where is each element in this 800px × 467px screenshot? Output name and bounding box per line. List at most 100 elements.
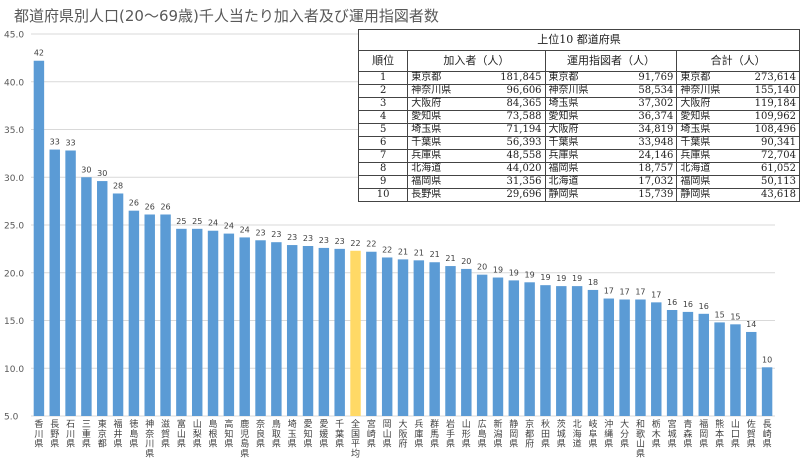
bar-value-label: 17 <box>651 290 661 299</box>
bar-value-label: 19 <box>493 266 503 275</box>
bar <box>97 181 108 416</box>
table-cell-b-val: 37,302 <box>610 97 678 111</box>
header-rank: 順位 <box>357 50 409 72</box>
y-tick-label: 20.0 <box>4 269 24 279</box>
x-category-label: 大分県 <box>620 418 629 450</box>
bar <box>223 233 235 416</box>
bar-value-label: 15 <box>715 310 725 319</box>
bar <box>445 266 456 416</box>
bar <box>571 286 583 416</box>
bar-value-label: 42 <box>34 49 44 58</box>
x-axis-category-labels: 香川県長野県石川県三重県東京都福井県徳島県神奈川県滋賀県富山県山梨県島根県高知県… <box>34 418 771 459</box>
table-cell-rank: 9 <box>357 175 409 189</box>
bar-value-label: 19 <box>525 270 535 279</box>
bar <box>49 149 60 416</box>
table-cell-b-val: 33,948 <box>610 136 678 150</box>
table-cell-a-name: 愛知県 <box>407 110 473 124</box>
bar <box>635 299 646 416</box>
bar-value-label: 23 <box>271 230 281 239</box>
bar <box>128 210 140 416</box>
table-cell-a-val: 56,393 <box>472 136 546 150</box>
x-category-label: 山形県 <box>462 419 471 450</box>
bar <box>191 228 203 416</box>
bar <box>746 331 757 416</box>
x-category-label: 千葉県 <box>335 419 344 450</box>
x-category-label: 香川県 <box>34 419 43 450</box>
table-cell-c-name: 兵庫県 <box>676 149 742 163</box>
x-category-label: 富山県 <box>177 418 186 450</box>
bar-value-label: 21 <box>430 250 440 259</box>
bar-value-label: 20 <box>477 263 487 272</box>
table-cell-a-name: 東京都 <box>407 71 473 85</box>
table-cell-b-val: 15,739 <box>610 188 678 202</box>
table-cell-b-name: 北海道 <box>544 175 611 189</box>
x-category-label: 和歌山県 <box>636 419 645 459</box>
bar <box>508 280 520 416</box>
x-category-label: 長野県 <box>50 419 59 450</box>
table-cell-rank: 8 <box>357 162 409 176</box>
table-cell-c-val: 43,618 <box>741 188 800 202</box>
bar-value-label: 24 <box>208 219 218 228</box>
x-category-label: 岡山県 <box>383 419 392 450</box>
bar-value-label: 26 <box>145 202 155 211</box>
y-tick-label: 10.0 <box>4 365 24 375</box>
bar-value-label: 16 <box>699 302 709 311</box>
bar-value-label: 28 <box>113 181 123 190</box>
table-cell-b-val: 58,534 <box>610 84 678 98</box>
table-cell-b-name: 静岡県 <box>544 188 611 202</box>
table-row: 2 神奈川県 96,606 神奈川県 58,534 神奈川県 155,140 <box>357 84 800 98</box>
bar-value-label: 10 <box>762 355 772 364</box>
bar <box>160 214 171 416</box>
bar <box>112 193 124 416</box>
x-category-label: 島根県 <box>209 418 218 450</box>
x-category-label: 東京都 <box>98 418 107 450</box>
bar-value-label: 19 <box>556 274 566 283</box>
x-category-label: 山口県 <box>731 419 740 450</box>
bar-value-label: 23 <box>319 236 329 245</box>
x-category-label: 兵庫県 <box>414 418 423 450</box>
table-cell-b-name: 大阪府 <box>544 123 611 137</box>
x-category-label: 徳島県 <box>129 418 138 450</box>
x-category-label: 奈良県 <box>256 418 265 450</box>
x-category-label: 愛知県 <box>304 418 313 450</box>
bar <box>556 286 567 416</box>
bar-value-label: 18 <box>588 278 598 287</box>
bar <box>413 260 425 416</box>
y-tick-label: 35.0 <box>4 126 24 136</box>
bar <box>255 240 266 416</box>
table-cell-a-name: 神奈川県 <box>407 84 473 98</box>
y-tick-label: 15.0 <box>4 317 24 327</box>
table-cell-c-val: 273,614 <box>741 71 800 85</box>
x-category-label: 福岡県 <box>699 418 708 450</box>
table-row: 9 福岡県 31,356 北海道 17,032 福岡県 50,113 <box>357 175 800 189</box>
bar-value-label: 21 <box>398 247 408 256</box>
table-cell-a-val: 48,558 <box>472 149 546 163</box>
bar <box>350 250 361 416</box>
table-cell-c-name: 静岡県 <box>676 188 742 202</box>
table-cell-b-name: 千葉県 <box>544 136 611 150</box>
x-category-label: 佐賀県 <box>747 418 756 450</box>
table-cell-rank: 6 <box>357 136 409 150</box>
bar <box>302 246 314 416</box>
table-cell-a-val: 29,696 <box>472 188 546 202</box>
x-category-label: 静岡県 <box>509 418 518 450</box>
table-cell-b-name: 愛知県 <box>544 110 611 124</box>
x-category-label: 栃木県 <box>652 418 661 450</box>
bar <box>33 60 45 417</box>
bar-value-label: 16 <box>683 300 693 309</box>
table-cell-c-name: 北海道 <box>676 162 742 176</box>
table-cell-b-val: 24,146 <box>610 149 678 163</box>
table-row: 1 東京都 181,845 東京都 91,769 東京都 273,614 <box>357 71 800 85</box>
table-cell-c-val: 108,496 <box>741 123 800 137</box>
bar <box>65 150 76 416</box>
bar-value-label: 23 <box>303 234 313 243</box>
x-category-label: 岐阜県 <box>588 418 597 450</box>
bar <box>603 298 615 416</box>
table-cell-b-name: 兵庫県 <box>544 149 611 163</box>
x-category-label: 愛媛県 <box>319 418 328 450</box>
bar <box>730 324 741 416</box>
table-cell-c-val: 109,962 <box>741 110 800 124</box>
table-cell-b-name: 埼玉県 <box>544 97 611 111</box>
table-row: 6 千葉県 56,393 千葉県 33,948 千葉県 90,341 <box>357 136 800 150</box>
